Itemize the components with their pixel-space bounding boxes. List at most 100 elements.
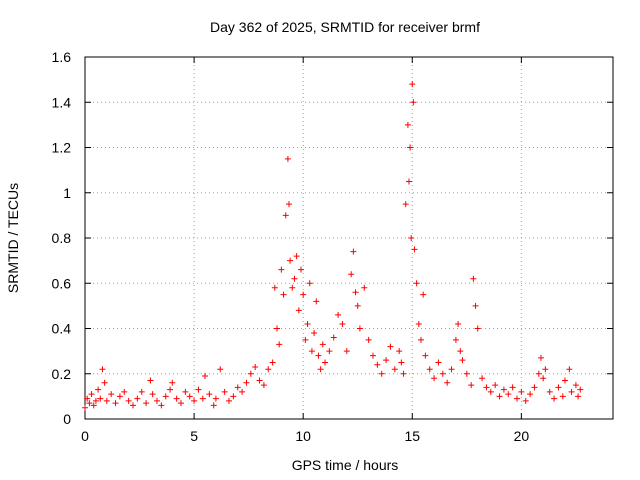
data-point	[500, 386, 507, 393]
data-point	[125, 397, 132, 404]
data-point	[99, 366, 106, 373]
data-point	[439, 370, 446, 377]
data-point	[431, 375, 438, 382]
data-point	[252, 363, 259, 370]
data-point	[206, 391, 213, 398]
data-point	[286, 201, 292, 208]
data-point	[568, 388, 575, 395]
data-point	[406, 178, 412, 185]
data-point	[514, 395, 520, 402]
data-point	[398, 359, 405, 366]
y-tick-label: 0.4	[52, 321, 72, 337]
data-point	[410, 99, 417, 106]
data-point	[479, 375, 486, 382]
data-point	[230, 393, 237, 400]
data-point	[308, 348, 315, 355]
data-point	[468, 382, 475, 389]
data-point	[239, 388, 246, 395]
data-point	[154, 397, 160, 404]
data-point	[352, 289, 359, 296]
data-point	[531, 384, 538, 391]
axis-ticks: 0 5 10 15 20 0 0.2 0.4 0.6 0.8 1 1.2 1.4 1.6	[52, 49, 613, 444]
data-point	[415, 320, 422, 327]
y-tick-label: 0.8	[52, 230, 72, 246]
data-point	[361, 284, 368, 291]
data-point	[540, 375, 547, 382]
y-tick-label: 1	[63, 185, 71, 201]
data-point	[302, 336, 309, 343]
data-point	[522, 397, 529, 404]
data-point	[92, 397, 99, 404]
data-point	[538, 354, 544, 361]
data-point	[260, 382, 267, 389]
data-point	[271, 284, 278, 291]
data-point	[116, 393, 123, 400]
data-point	[400, 370, 407, 377]
data-point	[566, 366, 573, 373]
data-point	[182, 388, 189, 395]
data-point	[492, 382, 499, 389]
data-point	[356, 325, 363, 332]
y-tick-label: 1.4	[52, 94, 72, 110]
data-point	[287, 257, 294, 264]
data-point	[311, 330, 318, 337]
data-point	[291, 275, 298, 282]
x-tick-label: 15	[404, 428, 420, 444]
data-point	[304, 320, 311, 327]
y-tick-label: 0.6	[52, 275, 72, 291]
data-point	[269, 359, 276, 366]
data-point	[167, 386, 174, 393]
data-point	[293, 253, 300, 260]
x-tick-label: 20	[514, 428, 530, 444]
data-point	[97, 395, 104, 402]
data-point	[158, 402, 165, 409]
data-point	[546, 388, 553, 395]
data-point	[459, 357, 466, 364]
data-point	[173, 395, 180, 402]
data-point	[234, 384, 241, 391]
data-point	[365, 336, 372, 343]
data-point	[330, 334, 337, 341]
data-point	[463, 370, 470, 377]
data-point	[396, 348, 403, 355]
x-axis-label: GPS time / hours	[292, 457, 399, 473]
data-point	[455, 320, 462, 327]
data-point	[444, 379, 451, 386]
data-point	[319, 341, 326, 348]
data-point	[577, 386, 584, 393]
data-point	[387, 343, 394, 350]
data-point	[82, 404, 88, 411]
data-point	[542, 366, 549, 373]
data-point	[280, 291, 287, 298]
data-point	[339, 320, 346, 327]
data-point	[322, 359, 328, 366]
data-point	[108, 391, 115, 398]
data-point	[452, 336, 459, 343]
data-point	[518, 388, 525, 395]
data-point	[402, 201, 409, 208]
data-point	[217, 366, 224, 373]
data-point	[212, 395, 219, 402]
data-point	[295, 307, 302, 314]
data-point	[276, 341, 283, 348]
data-point	[278, 266, 285, 273]
grid	[85, 57, 613, 419]
data-point	[149, 391, 156, 398]
data-point	[284, 155, 291, 162]
data-point	[210, 402, 217, 409]
data-point	[408, 235, 415, 241]
data-point	[411, 246, 418, 253]
data-point	[112, 400, 119, 407]
data-point	[391, 366, 398, 373]
data-point	[265, 366, 272, 373]
data-point	[226, 397, 232, 404]
data-point	[191, 397, 198, 404]
y-tick-label: 0	[63, 411, 71, 427]
data-point	[435, 359, 442, 366]
data-point	[420, 291, 427, 298]
data-point	[243, 379, 250, 386]
data-point	[134, 395, 141, 402]
data-point	[147, 377, 154, 384]
data-point	[551, 395, 558, 402]
